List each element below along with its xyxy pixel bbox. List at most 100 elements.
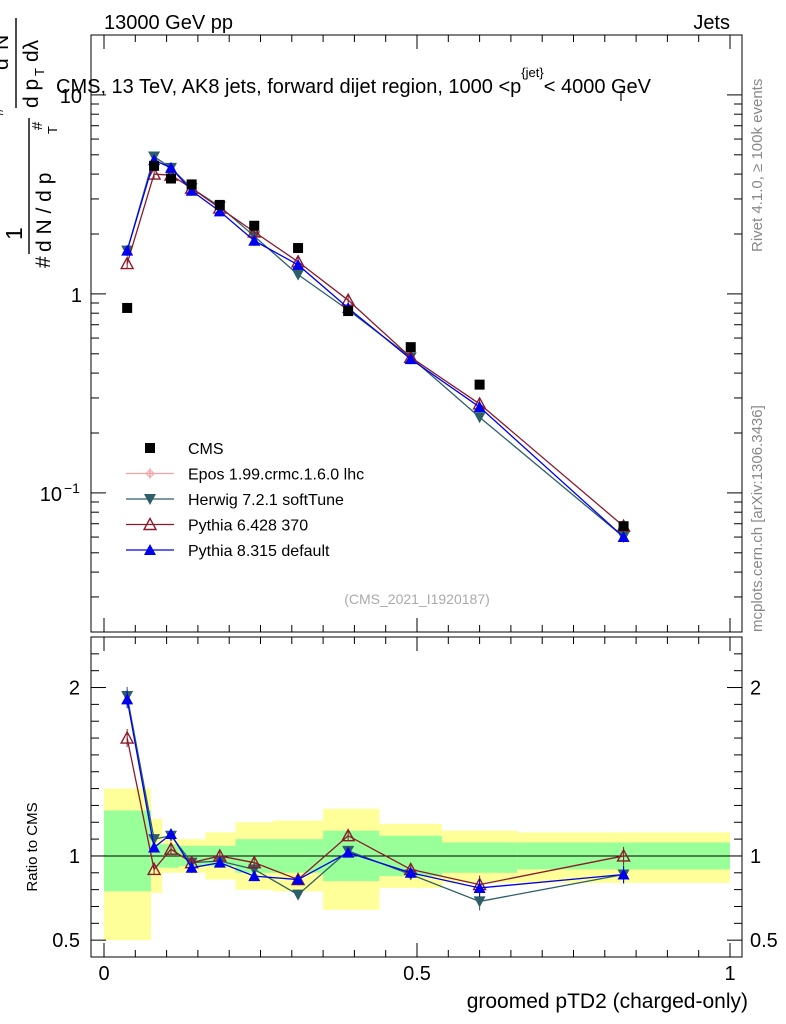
series-layer	[119, 151, 631, 911]
legend-marker	[145, 443, 155, 453]
ratio-y-axis-label: Ratio to CMS	[24, 802, 41, 891]
ratio-point	[163, 841, 179, 855]
legend-label: Epos 1.99.crmc.1.6.0 lhc	[188, 467, 364, 484]
data-point	[146, 166, 162, 180]
x-tick-label: 1	[724, 963, 735, 985]
data-point	[474, 379, 485, 390]
ratio-tick-label-left: 1	[69, 846, 80, 868]
ratio-point	[473, 881, 486, 893]
ylabel-part: 1	[1, 227, 27, 240]
ratio-point	[119, 730, 135, 744]
ylabel-part: d N / d p	[33, 173, 56, 252]
data-point	[292, 258, 305, 270]
x-tick-label: 0	[98, 963, 109, 985]
svg-text:CMS, 13 TeV, AK8 jets, forward: CMS, 13 TeV, AK8 jets, forward dijet reg…	[56, 65, 652, 98]
ylabel-part: N	[0, 35, 13, 50]
legend-marker	[145, 468, 155, 479]
y-tick-exponent: −1	[64, 480, 80, 496]
ylabel-part: 2	[0, 51, 3, 58]
ylabel-part: dλ	[20, 39, 43, 62]
chart-title: CMS, 13 TeV, AK8 jets, forward dijet reg…	[56, 65, 652, 104]
analysis-watermark: (CMS_2021_I1920187)	[344, 591, 490, 607]
data-point	[149, 160, 160, 171]
ratio-point	[248, 870, 261, 882]
ratio-point	[121, 693, 134, 705]
legend-label: CMS	[188, 441, 224, 458]
rivet-label: Rivet 4.1.0, ≥ 100k events	[749, 79, 766, 252]
band-green	[442, 842, 518, 873]
ratio-point	[213, 856, 226, 868]
data-point	[405, 342, 416, 353]
ratio-point	[292, 889, 305, 901]
ratio-point	[616, 848, 631, 862]
ratio-point	[473, 896, 486, 908]
ratio-point	[164, 828, 177, 840]
main-y-axis-label: # 1 d N / d p T # # d 2 N d p T dλ	[0, 18, 60, 268]
ratio-point	[148, 834, 161, 846]
ylabel-part: #	[0, 107, 7, 116]
y-tick-label: 10	[40, 484, 62, 506]
ylabel-part: #	[29, 121, 46, 130]
data-point	[249, 220, 260, 231]
legend-label: Pythia 6.428 370	[188, 518, 308, 535]
ratio-point	[185, 861, 198, 873]
data-point	[185, 184, 198, 196]
data-point	[292, 269, 305, 281]
data-point	[248, 234, 261, 246]
ratio-tick-label-right: 2	[750, 678, 761, 700]
legend-marker	[144, 494, 156, 505]
data-point	[293, 243, 304, 254]
legend-label: Pythia 8.315 default	[188, 543, 330, 560]
ratio-point	[146, 861, 162, 876]
y-tick-label: 1	[71, 285, 82, 307]
legend-marker	[144, 544, 156, 555]
data-point	[122, 302, 133, 313]
ylabel-part: d	[0, 58, 13, 70]
mcplots-label: mcplots.cern.ch [arXiv:1306.3436]	[749, 405, 766, 632]
data-point	[473, 412, 486, 424]
data-point	[119, 256, 135, 270]
data-point	[164, 161, 177, 173]
ratio-point	[148, 841, 161, 853]
ratio-tick-label-right: 0.5	[750, 930, 778, 952]
data-point	[121, 244, 134, 256]
legend: CMS Epos 1.99.crmc.1.6.0 lhc Herwig 7.2.1 …	[126, 441, 364, 560]
title-sup: {jet}	[521, 65, 544, 80]
ratio-point	[342, 846, 355, 858]
ratio-point	[292, 873, 305, 885]
ratio-tick-label-left: 2	[69, 678, 80, 700]
title-sub: T	[617, 89, 625, 104]
ratio-point	[404, 866, 417, 878]
legend-marker	[142, 517, 158, 531]
title-text: CMS, 13 TeV, AK8 jets, forward dijet reg…	[56, 76, 510, 98]
title-end: < 4000 GeV	[544, 76, 652, 98]
ratio-point	[617, 868, 630, 880]
band-green	[104, 810, 151, 892]
ylabel-part: T	[45, 126, 60, 134]
legend-label: Herwig 7.2.1 softTune	[188, 492, 344, 509]
x-tick-label: 0.5	[403, 963, 431, 985]
data-point	[617, 531, 630, 543]
x-axis-label: groomed pTD2 (charged-only)	[467, 990, 748, 1013]
data-point	[165, 173, 176, 184]
header-left: 13000 GeV pp	[104, 12, 233, 34]
ratio-bands	[91, 788, 742, 941]
title-p: p	[510, 76, 521, 98]
ylabel-part: #	[32, 256, 55, 268]
ylabel-part: T	[32, 68, 47, 76]
ratio-panel-frame	[90, 636, 743, 958]
ylabel-part: d p	[20, 79, 43, 108]
data-point	[213, 205, 226, 217]
ratio-point	[340, 828, 356, 842]
data-point	[404, 353, 417, 365]
header-right: Jets	[693, 12, 730, 34]
ratio-point	[247, 855, 262, 869]
y-tick-label: 10	[60, 86, 82, 108]
data-point	[618, 521, 629, 532]
ratio-tick-label-left: 0.5	[52, 930, 80, 952]
data-point	[343, 306, 354, 317]
data-point	[473, 401, 486, 413]
ratio-tick-label-right: 1	[750, 846, 761, 868]
